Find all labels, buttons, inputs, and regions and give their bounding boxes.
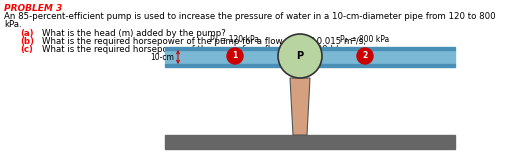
Text: P₁ = 120 kPa: P₁ = 120 kPa [211, 35, 260, 44]
Text: An 85-percent-efficient pump is used to increase the pressure of water in a 10-c: An 85-percent-efficient pump is used to … [4, 12, 495, 21]
Text: What is the required horsepower of the pump for a flow rate of 0.015 m³/s,: What is the required horsepower of the p… [42, 37, 366, 46]
Text: (b): (b) [20, 37, 34, 46]
Text: P₂ = 800 kPa: P₂ = 800 kPa [340, 35, 390, 44]
Circle shape [227, 48, 243, 64]
Circle shape [357, 48, 373, 64]
Text: kPa.: kPa. [4, 20, 22, 29]
Text: P: P [296, 51, 304, 61]
Text: (a): (a) [20, 29, 33, 38]
Text: (c): (c) [20, 45, 33, 54]
Ellipse shape [278, 34, 322, 78]
Text: 1: 1 [232, 52, 238, 60]
Text: What is the required horsepower of the pump for a flow rate of 20 L/s.: What is the required horsepower of the p… [42, 45, 345, 54]
Polygon shape [290, 78, 310, 135]
Bar [165, 135, 455, 149]
Bar [165, 50, 455, 64]
Text: What is the head (m) added by the pump?: What is the head (m) added by the pump? [42, 29, 226, 38]
Bar [165, 64, 455, 67]
Text: PROBLEM 3: PROBLEM 3 [4, 4, 62, 13]
Text: 10-cm: 10-cm [150, 52, 174, 62]
Bar [165, 47, 455, 50]
Text: 2: 2 [363, 52, 368, 60]
